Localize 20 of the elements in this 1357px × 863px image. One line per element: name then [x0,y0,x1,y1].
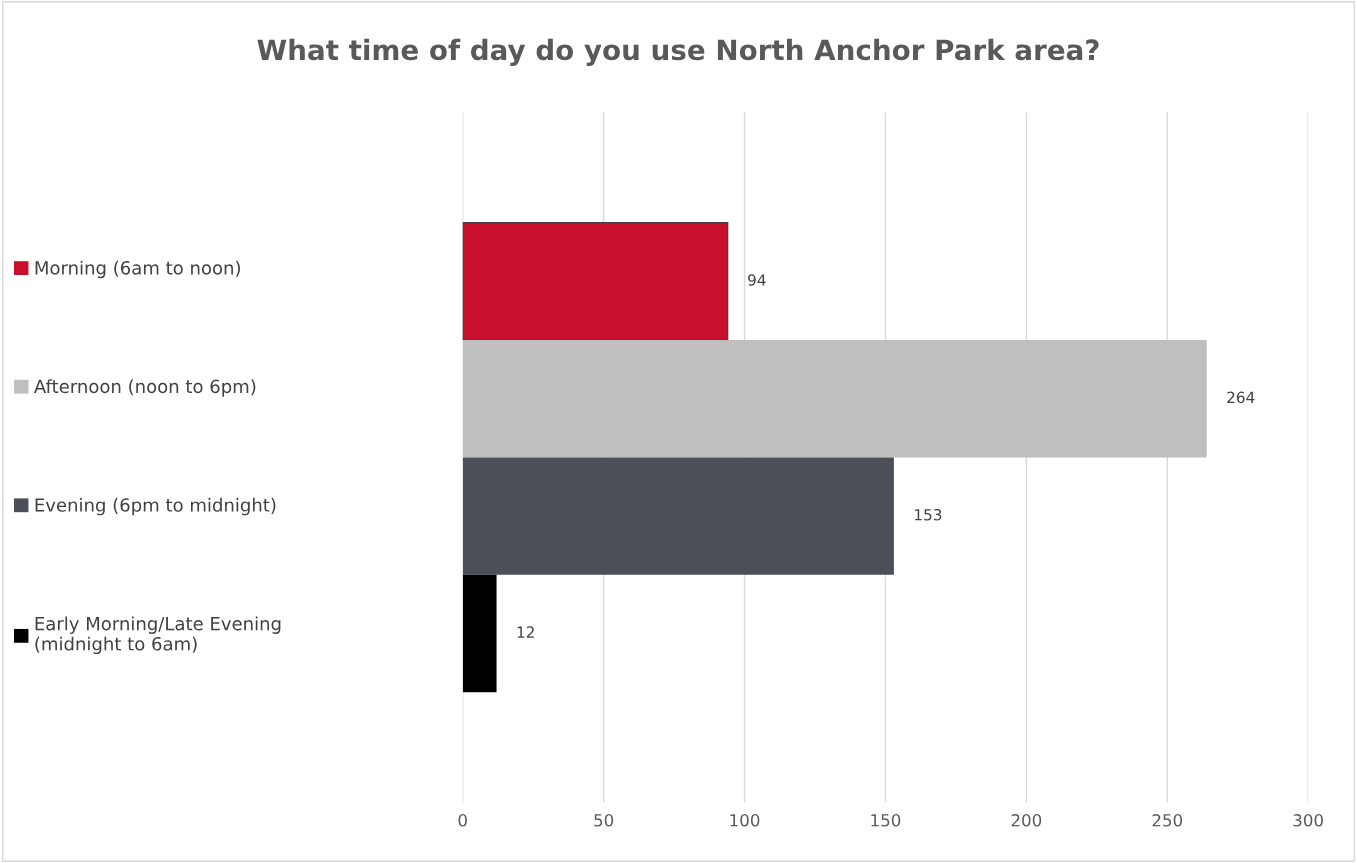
x-tick-label: 200 [1011,814,1042,827]
bar [462,221,729,341]
bar [462,574,497,693]
chart-title: What time of day do you use North Anchor Park area? [257,38,1099,66]
x-tick-label: 150 [871,814,901,827]
bar [462,457,894,575]
x-tick-label: 50 [594,814,614,827]
data-label: 153 [915,508,942,521]
data-label: 94 [748,274,766,286]
bar [462,340,1207,458]
legend-label: Afternoon (noon to 6pm) [34,379,256,397]
legend-label: Evening (6pm to midnight) [35,497,276,516]
legend-label: Morning (6am to noon) [35,260,240,279]
data-label: 264 [1227,391,1255,404]
legend-label: Early Morning/Late Evening (midnight to 6am) [35,616,281,655]
x-tick-label: 300 [1293,814,1323,827]
x-tick-label: 0 [458,814,467,827]
x-tick-label: 250 [1152,814,1183,827]
data-label: 12 [517,626,534,638]
x-tick-label: 100 [730,814,760,827]
